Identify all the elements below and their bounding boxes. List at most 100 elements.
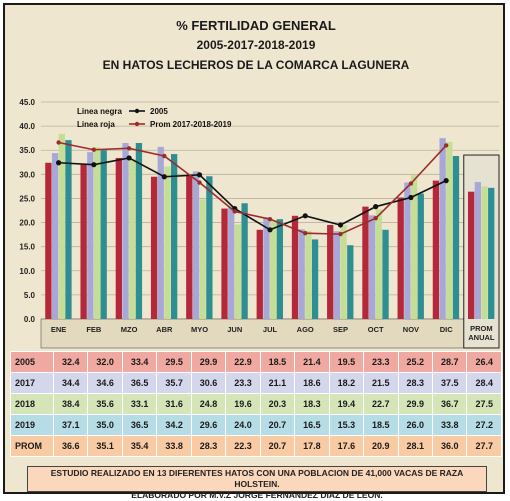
- legend-label: Linea negra: [77, 107, 122, 116]
- footer-note: ESTUDIO REALIZADO EN 13 DIFERENTES HATOS…: [27, 466, 487, 500]
- table-cell: 25.2: [397, 351, 433, 373]
- line-marker: [443, 178, 449, 184]
- table-cell: 33.8: [431, 414, 468, 436]
- line-marker: [267, 227, 273, 233]
- table-cell: 32.0: [87, 351, 123, 373]
- table-cell: 34.4: [52, 372, 89, 394]
- bar-2005-jun: [221, 208, 228, 319]
- x-tick-label: JUL: [263, 325, 278, 334]
- y-tick-label: 15.0: [19, 243, 35, 252]
- table-cell: 18.2: [328, 372, 365, 394]
- line-marker: [126, 146, 132, 151]
- line-marker: [302, 213, 308, 219]
- row-label: 2017: [10, 372, 54, 394]
- y-tick-label: 45.0: [19, 98, 35, 107]
- table-cell: 26.0: [397, 414, 433, 436]
- table-cell: 29.6: [190, 414, 227, 436]
- bar-2019-dic: [452, 156, 460, 319]
- table-cell: 35.7: [156, 372, 192, 394]
- bar-2018-myo: [199, 199, 206, 319]
- bar-2018-nov: [410, 174, 418, 319]
- table-cell: 37.5: [431, 372, 468, 394]
- table-cell: 35.0: [87, 414, 123, 436]
- line-marker: [56, 160, 62, 166]
- table-cell: 21.4: [294, 351, 330, 373]
- x-tick-label: PROM: [470, 324, 493, 333]
- bar-2019-oct: [382, 229, 389, 319]
- table-row: 2017 34.4 34.6 36.5 35.7 30.6 23.3 21.1 18.6 18.2…: [10, 372, 502, 394]
- bar-2019-ene: [65, 140, 72, 319]
- y-tick-label: 20.0: [19, 219, 35, 228]
- table-cell: 20.9: [363, 435, 399, 457]
- line-marker: [408, 181, 414, 186]
- bar-2017-feb: [87, 152, 94, 319]
- table-cell: 21.1: [259, 372, 296, 394]
- line-marker: [267, 216, 273, 222]
- table-cell: 28.3: [397, 372, 433, 394]
- bar-2019-abr: [171, 154, 178, 319]
- bar-2018-prom-anual: [481, 186, 488, 319]
- table-cell: 36.0: [431, 435, 468, 457]
- bar-2017-mzo: [122, 142, 129, 319]
- x-tick-label: ANUAL: [468, 333, 495, 342]
- line-marker: [232, 209, 237, 214]
- bar-2005-myo: [186, 174, 193, 319]
- bar-2005-sep: [327, 224, 334, 319]
- bar-2019-jul: [276, 219, 283, 319]
- line-marker: [337, 222, 344, 228]
- bar-2017-nov: [404, 182, 411, 319]
- table-cell: 35.1: [87, 435, 123, 457]
- line-marker: [373, 204, 379, 210]
- table-cell: 19.4: [328, 393, 365, 415]
- bar-2005-prom-anual: [467, 191, 475, 319]
- table-cell: 28.4: [466, 372, 502, 394]
- y-tick-label: 25.0: [19, 194, 35, 203]
- bar-2005-abr: [150, 176, 158, 319]
- table-row: 2005 32.4 32.0 33.4 29.5 29.9 22.9 18.5 21.4 19.5…: [10, 351, 502, 373]
- x-tick-label: ENE: [51, 325, 66, 334]
- x-tick-label: MZO: [121, 325, 138, 334]
- chart-title-line2: 2005-2017-2018-2019: [196, 38, 316, 52]
- bar-2005-oct: [362, 206, 369, 319]
- x-tick-label: OCT: [368, 325, 384, 334]
- fertility-chart: 0.0 5.0 10.0 15.0 20.0 25.0 30.0 35.0 40.0 45.0 EN…: [19, 98, 500, 349]
- bar-2018-ago: [305, 230, 312, 319]
- bar-2017-jul: [263, 217, 270, 319]
- table-cell: 36.5: [121, 414, 158, 436]
- bar-2019-prom-anual: [488, 187, 495, 319]
- line-prom-2017-2018-2019: [58, 141, 447, 235]
- line-marker: [303, 230, 308, 236]
- footer-line2: ELABORADO POR M.V.Z JORGE FERNANDEZ DIAZ…: [131, 490, 383, 500]
- table-cell: 27.2: [466, 414, 502, 436]
- table-cell: 30.6: [190, 372, 227, 394]
- line-marker: [373, 216, 378, 221]
- table-cell: 28.3: [190, 435, 227, 457]
- line-2005: [58, 157, 447, 231]
- bar-2018-abr: [164, 166, 171, 319]
- table-cell: 33.8: [156, 435, 192, 457]
- table-cell: 38.4: [52, 393, 89, 415]
- table-cell: 23.3: [225, 372, 261, 394]
- table-cell: 18.5: [259, 351, 296, 373]
- row-label: 2018: [10, 393, 54, 415]
- table-cell: 18.5: [363, 414, 399, 436]
- table-cell: 20.7: [259, 414, 296, 436]
- line-marker: [126, 155, 132, 161]
- table-cell: 18.6: [294, 372, 330, 394]
- table-cell: 35.4: [121, 435, 158, 457]
- y-tick-label: 0.0: [24, 315, 36, 324]
- table-cell: 36.7: [431, 393, 468, 415]
- table-cell: 36.6: [52, 435, 89, 457]
- bar-2017-jun: [228, 206, 235, 319]
- table-cell: 34.6: [87, 372, 123, 394]
- footer-line1: ESTUDIO REALIZADO EN 13 DIFERENTES HATOS…: [50, 468, 464, 489]
- line-marker: [196, 172, 203, 178]
- line-marker: [161, 174, 167, 180]
- table-cell: 17.6: [328, 435, 365, 457]
- bar-2005-dic: [432, 180, 440, 319]
- line-marker: [197, 180, 202, 185]
- bar-2018-dic: [446, 142, 453, 319]
- line-marker: [443, 143, 449, 148]
- table-cell: 34.2: [156, 414, 192, 436]
- table-cell: 33.4: [121, 351, 158, 373]
